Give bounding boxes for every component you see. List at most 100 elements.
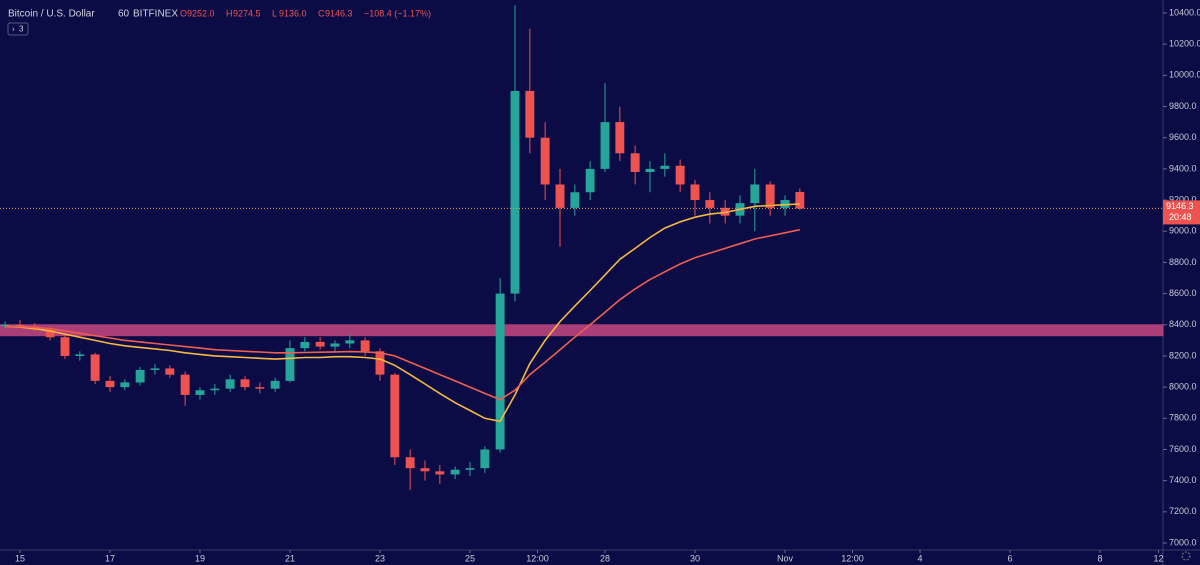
candle-body xyxy=(345,340,355,344)
x-tick-label: 28 xyxy=(600,553,610,563)
ohlc-key: O xyxy=(180,8,187,18)
candle-body xyxy=(315,341,325,347)
candle-body xyxy=(195,390,205,395)
change: −108.4 (−1.17%) xyxy=(364,8,431,18)
y-tick-label: 10400.0 xyxy=(1169,7,1200,17)
plot xyxy=(0,5,1164,490)
y-tick-label: 8200.0 xyxy=(1169,350,1197,360)
x-tick-label: 12:00 xyxy=(526,553,549,563)
x-tick-label: Nov xyxy=(777,553,794,563)
candle-body xyxy=(300,341,310,349)
candle-body xyxy=(420,468,430,472)
candle-body xyxy=(465,468,475,470)
price-label-box xyxy=(1163,200,1200,225)
candle-body xyxy=(60,337,70,356)
candle-body xyxy=(705,200,715,208)
candle-body xyxy=(765,184,775,208)
exchange: BITFINEX xyxy=(133,9,178,20)
x-tick-label: 30 xyxy=(690,553,700,563)
x-tick-label: 12:00 xyxy=(841,553,864,563)
candle-body xyxy=(240,379,250,388)
x-tick-label: 23 xyxy=(375,553,385,563)
settings-icon[interactable] xyxy=(1181,551,1191,561)
symbol: Bitcoin / U.S. Dollar xyxy=(8,9,95,20)
y-tick-label: 9000.0 xyxy=(1169,226,1197,236)
candle-body xyxy=(75,354,85,356)
candle-body xyxy=(210,388,220,391)
candle-body xyxy=(105,380,115,388)
x-tick-label: 6 xyxy=(1007,553,1012,563)
y-tick-label: 7000.0 xyxy=(1169,537,1197,547)
countdown: 20:48 xyxy=(1169,212,1192,222)
candle-body xyxy=(330,343,340,347)
y-tick-label: 7200.0 xyxy=(1169,506,1197,516)
y-tick-label: 8400.0 xyxy=(1169,319,1197,329)
moving-average xyxy=(5,228,800,401)
candle-body xyxy=(15,324,25,327)
candle-body xyxy=(255,387,265,389)
candle-body xyxy=(615,122,625,154)
candle-body xyxy=(360,340,370,352)
candle-body xyxy=(225,379,235,389)
moving-average xyxy=(5,203,800,423)
candle-body xyxy=(150,368,160,370)
candle-body xyxy=(435,471,445,475)
candle-body xyxy=(645,168,655,172)
candle-body xyxy=(390,374,400,458)
y-tick-label: 10000.0 xyxy=(1169,70,1200,80)
zone xyxy=(0,324,1164,337)
candle-body xyxy=(525,90,535,138)
ohlc-value: 9136.0 xyxy=(279,8,307,18)
indicator-toggle[interactable] xyxy=(7,22,29,36)
candle-body xyxy=(375,351,385,375)
candle-body xyxy=(675,165,685,185)
x-tick-label: 4 xyxy=(917,553,922,563)
price-label: 9146.3 xyxy=(1166,201,1194,211)
x-tick-label: 12 xyxy=(1153,553,1163,563)
y-tick-label: 9400.0 xyxy=(1169,163,1197,173)
interval: 60 xyxy=(118,9,130,20)
y-tick-label: 7400.0 xyxy=(1169,475,1197,485)
candle-body xyxy=(180,374,190,395)
candle-body xyxy=(135,369,145,383)
y-tick-label: 8800.0 xyxy=(1169,257,1197,267)
candle-body xyxy=(405,457,415,469)
x-tick-label: 17 xyxy=(105,553,115,563)
y-tick-label: 8000.0 xyxy=(1169,381,1197,391)
y-tick-label: 10200.0 xyxy=(1169,39,1200,49)
candle-body xyxy=(120,382,130,388)
x-tick-label: 25 xyxy=(465,553,475,563)
y-tick-label: 8600.0 xyxy=(1169,288,1197,298)
candle-body xyxy=(480,449,490,469)
candle-body xyxy=(90,354,100,381)
candle-body xyxy=(630,153,640,172)
ohlc-value: 9274.5 xyxy=(233,8,261,18)
candle-body xyxy=(750,184,760,204)
ohlc-key: C xyxy=(318,8,325,18)
candle-body xyxy=(540,137,550,185)
ohlc-key: L xyxy=(272,8,277,18)
legend-header: Bitcoin / U.S. Dollar 60 BITFINEX O 9252.… xyxy=(7,8,431,36)
candle-body xyxy=(450,469,460,475)
candle-body xyxy=(690,184,700,201)
x-tick-label: 19 xyxy=(195,553,205,563)
ohlc-key: H xyxy=(226,8,233,18)
candle-body xyxy=(510,90,520,294)
y-tick-label: 9200.0 xyxy=(1169,194,1197,204)
ohlc-value: 9146.3 xyxy=(325,8,353,18)
y-tick-label: 9800.0 xyxy=(1169,101,1197,111)
candle-body xyxy=(555,184,565,208)
y-tick-label: 9600.0 xyxy=(1169,132,1197,142)
candle-body xyxy=(600,122,610,169)
candle-body xyxy=(570,192,580,208)
indicator-count: 3 xyxy=(19,25,24,34)
candle-body xyxy=(270,380,280,389)
candle-body xyxy=(660,165,670,169)
candle-body xyxy=(585,168,595,193)
ohlc-value: 9252.0 xyxy=(187,8,215,18)
ohlc: O 9252.0 H 9274.5 L 9136.0 C 9146.3 −108.4 (−1.1… xyxy=(180,8,431,18)
x-tick-label: 15 xyxy=(15,553,25,563)
candle-body xyxy=(285,348,295,381)
